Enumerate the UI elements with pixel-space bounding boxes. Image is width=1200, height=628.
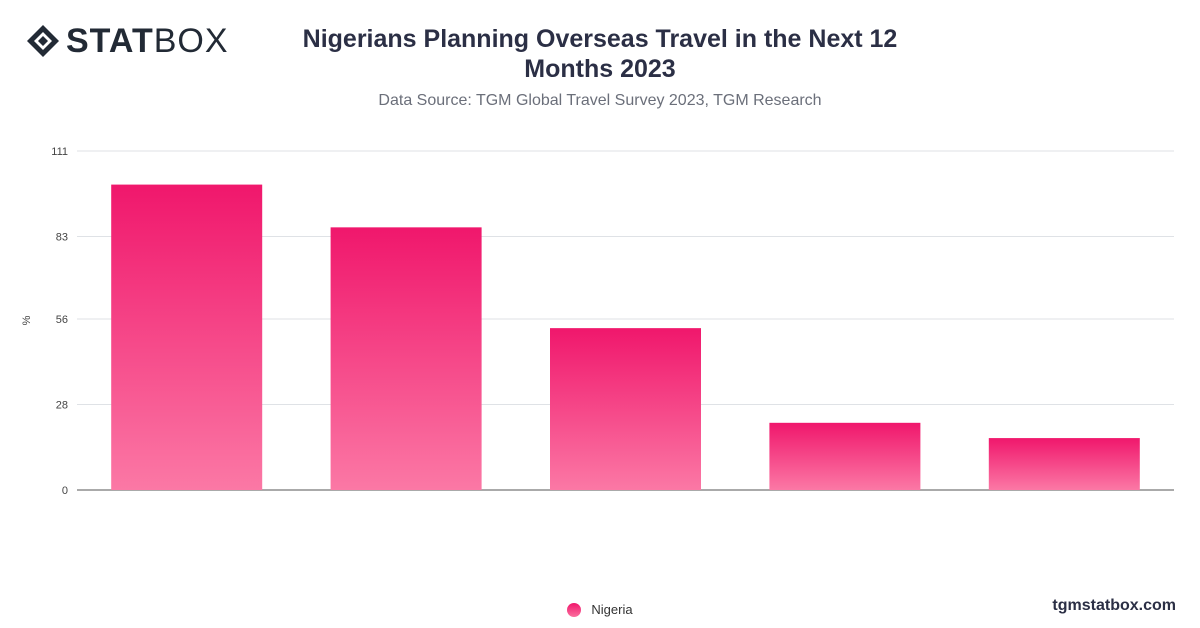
legend-swatch	[567, 602, 582, 617]
legend: Nigeria	[0, 602, 1200, 617]
bar-5[interactable]	[988, 438, 1140, 490]
y-axis-label: %	[21, 315, 33, 325]
logo-text-bold: STAT	[66, 22, 154, 60]
logo-wordmark: STAT BOX	[66, 24, 229, 58]
y-tick-label: 0	[62, 485, 68, 497]
y-tick-label: 28	[56, 399, 68, 411]
legend-label: Nigeria	[591, 602, 633, 617]
brand-url: tgmstatbox.com	[1052, 597, 1176, 614]
bar-1[interactable]	[111, 184, 263, 490]
bar-2[interactable]	[330, 227, 482, 490]
y-tick-label: 83	[56, 232, 68, 244]
bars	[111, 184, 1140, 490]
y-tick-label: 56	[56, 314, 68, 326]
logo: STAT BOX	[26, 24, 229, 58]
chart-title: Nigerians Planning Overseas Travel in th…	[302, 25, 898, 83]
logo-text-light: BOX	[153, 22, 229, 60]
y-tick-label: 111	[51, 146, 68, 158]
bar-3[interactable]	[550, 328, 701, 490]
chart-subtitle: Data Source: TGM Global Travel Survey 20…	[378, 92, 822, 109]
y-axis: 0 28 56 83 111	[51, 146, 68, 497]
statbox-diamond-icon	[27, 25, 59, 57]
bar-4[interactable]	[769, 422, 921, 490]
